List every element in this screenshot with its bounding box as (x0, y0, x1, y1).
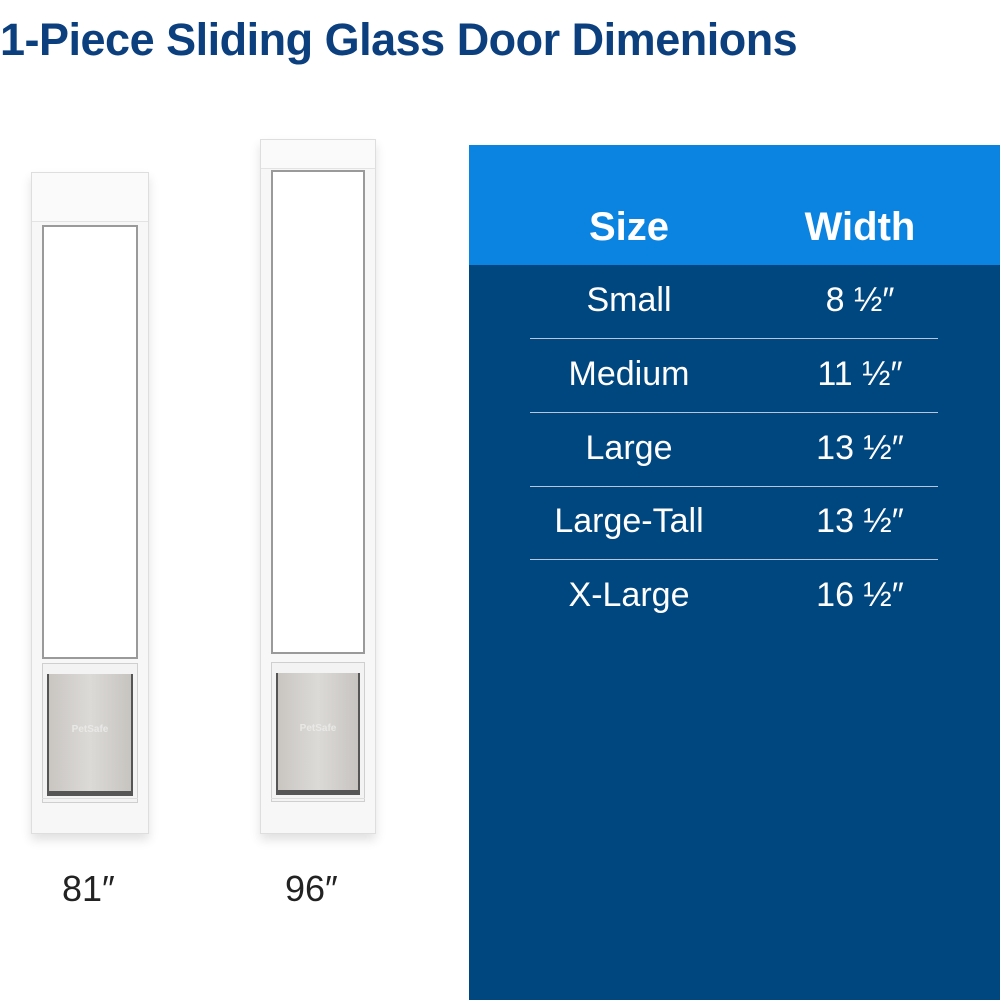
flap-logo: PetSafe (299, 723, 337, 734)
table-row: X-Large 16 ½″ (469, 560, 1000, 634)
door-glass-panel (271, 170, 365, 654)
page-title: 1-Piece Sliding Glass Door Dimenions (0, 14, 798, 65)
table-row: Large 13 ½″ (469, 413, 1000, 487)
table-row: Medium 11 ½″ (469, 339, 1000, 413)
row-divider (530, 412, 938, 413)
door-glass-panel (42, 225, 138, 659)
width-cell: 8 ½″ (825, 281, 895, 319)
size-cell: Small (586, 281, 672, 319)
width-cell: 11 ½″ (817, 355, 903, 393)
door-base (271, 798, 365, 833)
door-96-image: PetSafe (260, 139, 376, 834)
size-cell: Large-Tall (554, 502, 704, 540)
door-height-label: 81″ (62, 868, 115, 909)
table-row: Small 8 ½″ (469, 265, 1000, 339)
door-base (42, 798, 138, 833)
size-cell: Large (585, 429, 673, 467)
width-cell: 13 ½″ (816, 429, 904, 467)
table-row: Large-Tall 13 ½″ (469, 486, 1000, 560)
size-cell: X-Large (568, 576, 690, 614)
row-divider (530, 559, 938, 560)
pet-flap-frame: PetSafe (271, 662, 365, 802)
size-cell: Medium (568, 355, 690, 393)
header-size: Size (588, 205, 670, 249)
width-cell: 16 ½″ (816, 576, 904, 614)
door-81-image: PetSafe (31, 172, 149, 834)
pet-flap-frame: PetSafe (42, 663, 138, 803)
table-header: Size Width (469, 145, 1000, 265)
door-header-rail (261, 140, 375, 169)
flap-logo: PetSafe (71, 724, 109, 735)
header-width: Width (804, 205, 916, 249)
row-divider (530, 338, 938, 339)
size-table: Size Width Small 8 ½″ Medium 11 ½″ Large… (469, 145, 1000, 1000)
door-header-rail (32, 173, 148, 222)
row-divider (530, 486, 938, 487)
pet-flap: PetSafe (47, 674, 133, 796)
pet-flap: PetSafe (276, 673, 360, 795)
door-height-label: 96″ (285, 868, 338, 909)
width-cell: 13 ½″ (816, 502, 904, 540)
